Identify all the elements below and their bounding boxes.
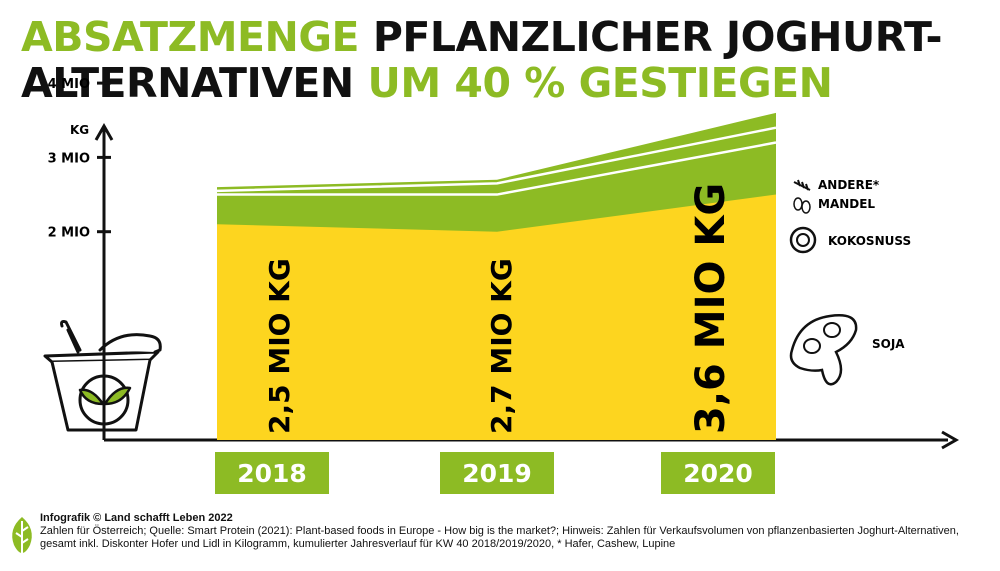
year-label-2020: 2020 — [683, 459, 753, 488]
year-box-2018 — [215, 452, 329, 494]
total-label-2019: 2,7 MIO KG — [485, 258, 518, 434]
soybean-icon-bean1 — [803, 338, 821, 354]
year-label-2018: 2018 — [237, 459, 307, 488]
coconut-icon — [789, 226, 817, 254]
area-soja — [217, 194, 776, 440]
land-schafft-leben-logo — [12, 517, 32, 553]
y-axis-unit: KG — [70, 123, 89, 137]
soybean-icon — [789, 314, 858, 386]
legend-soja: SOJA — [872, 337, 905, 351]
year-box-2019 — [440, 452, 554, 494]
year-label-2019: 2019 — [462, 459, 532, 488]
coconut-icon-inner — [796, 233, 810, 247]
y-tick-label: 3 MIO — [48, 151, 90, 166]
almond-icon — [793, 197, 803, 211]
y-tick-label: 4 MIO — [48, 77, 90, 92]
footer-credit: Infografik © Land schafft Leben 2022 — [40, 512, 233, 524]
legend-kokosnuss: KOKOSNUSS — [828, 234, 911, 248]
footer-note: Zahlen für Österreich; Quelle: Smart Pro… — [40, 525, 959, 550]
title-line2-black: ALTERNATIVEN — [21, 59, 354, 107]
almond-icon-2 — [801, 200, 811, 214]
chart-title: ABSATZMENGE PFLANZLICHER JOGHURT- ALTERN… — [21, 14, 981, 106]
year-box-2020 — [661, 452, 775, 494]
soybean-icon-bean2 — [823, 322, 841, 338]
x-axis-arrow — [941, 430, 960, 450]
band-separator — [217, 141, 777, 196]
y-axis-arrow — [94, 122, 114, 141]
total-label-2020: 3,6 MIO KG — [688, 183, 734, 434]
title-line1-green: ABSATZMENGE — [21, 13, 360, 61]
title-line1-black: PFLANZLICHER JOGHURT- — [372, 13, 943, 61]
y-tick-label: 2 MIO — [48, 226, 90, 241]
legend-andere: ANDERE* — [818, 178, 880, 192]
band-separator — [216, 126, 777, 193]
wheat-icon — [793, 179, 811, 191]
legend-mandel: MANDEL — [818, 197, 875, 211]
title-line2-green: UM 40 % GESTIEGEN — [367, 59, 833, 107]
total-label-2018: 2,5 MIO KG — [263, 258, 296, 434]
